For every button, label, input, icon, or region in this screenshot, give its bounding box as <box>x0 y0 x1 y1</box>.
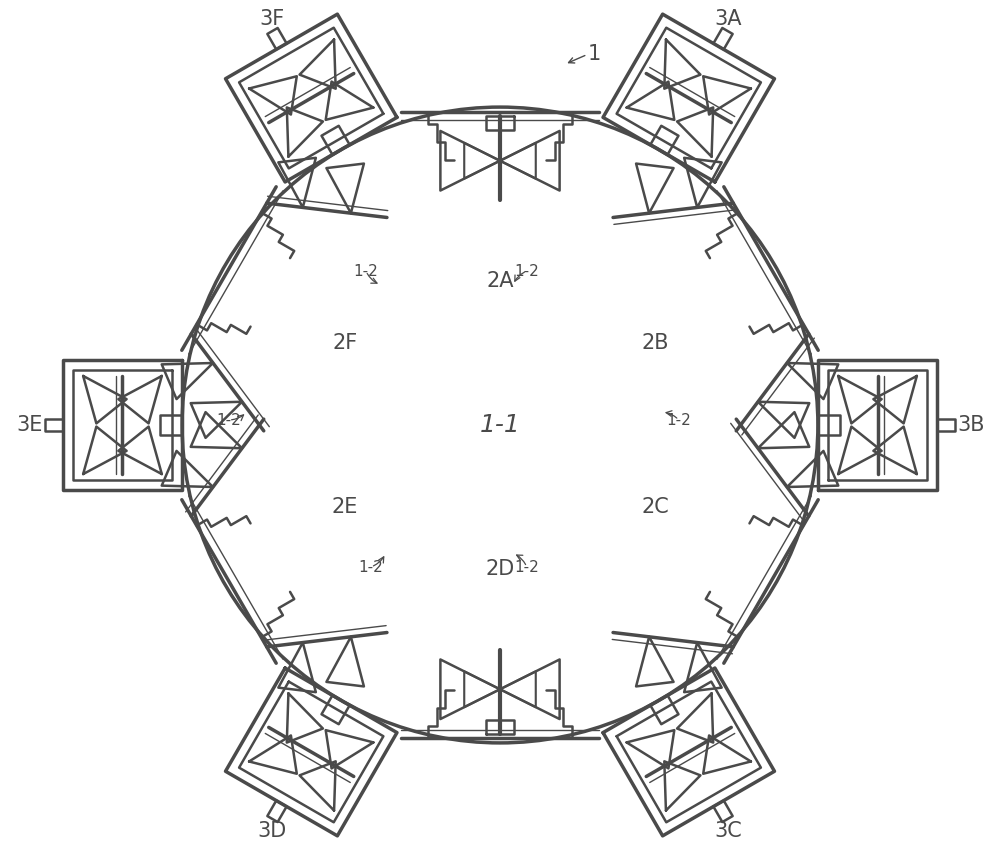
Text: 3D: 3D <box>257 821 286 841</box>
Text: 2C: 2C <box>642 497 670 517</box>
Text: 2B: 2B <box>642 333 669 353</box>
Text: 1: 1 <box>588 44 601 65</box>
Text: 1-2: 1-2 <box>666 412 691 428</box>
Text: 2A: 2A <box>486 271 514 291</box>
Text: 1-2: 1-2 <box>354 264 378 279</box>
Text: 2D: 2D <box>485 559 515 579</box>
Text: 2E: 2E <box>332 497 358 517</box>
Text: 2F: 2F <box>333 333 358 353</box>
Text: 3A: 3A <box>715 9 742 29</box>
Text: 1-2: 1-2 <box>514 264 539 279</box>
Text: 3C: 3C <box>715 821 742 841</box>
Text: 1-2: 1-2 <box>358 559 383 575</box>
Text: 1-2: 1-2 <box>514 559 539 575</box>
Text: 3B: 3B <box>957 415 984 435</box>
Text: 3F: 3F <box>259 9 284 29</box>
Text: 1-1: 1-1 <box>480 413 520 437</box>
Text: 3E: 3E <box>17 415 43 435</box>
Text: 1-2: 1-2 <box>216 412 241 428</box>
